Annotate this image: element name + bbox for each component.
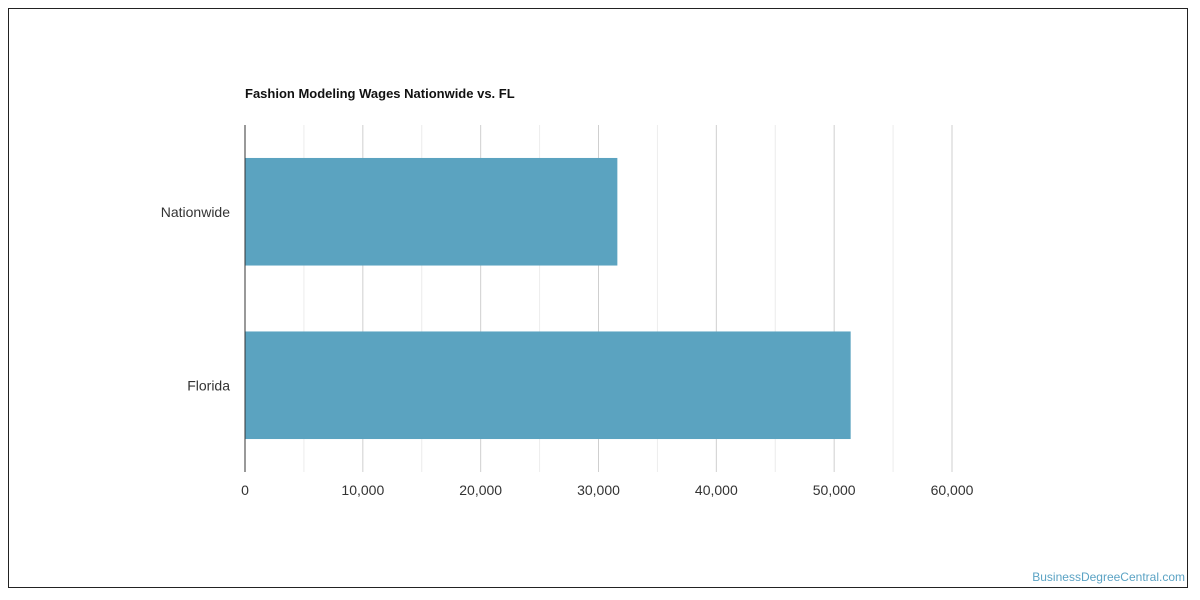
x-tick-label: 30,000 (577, 482, 620, 498)
chart-title: Fashion Modeling Wages Nationwide vs. FL (245, 86, 515, 101)
x-tick-label: 10,000 (341, 482, 384, 498)
x-tick-label: 20,000 (459, 482, 502, 498)
source-watermark: BusinessDegreeCentral.com (1032, 570, 1185, 584)
x-tick-label: 0 (241, 482, 249, 498)
x-tick-label: 40,000 (695, 482, 738, 498)
bar-florida (245, 331, 851, 440)
bars (245, 157, 851, 440)
axis-labels: Nationwide Florida 0 10,000 20,000 30,000 40,0… (161, 204, 974, 498)
category-label: Florida (187, 377, 230, 393)
bar-nationwide (245, 157, 618, 266)
category-label: Nationwide (161, 204, 230, 220)
x-tick-label: 50,000 (813, 482, 856, 498)
x-tick-label: 60,000 (931, 482, 974, 498)
